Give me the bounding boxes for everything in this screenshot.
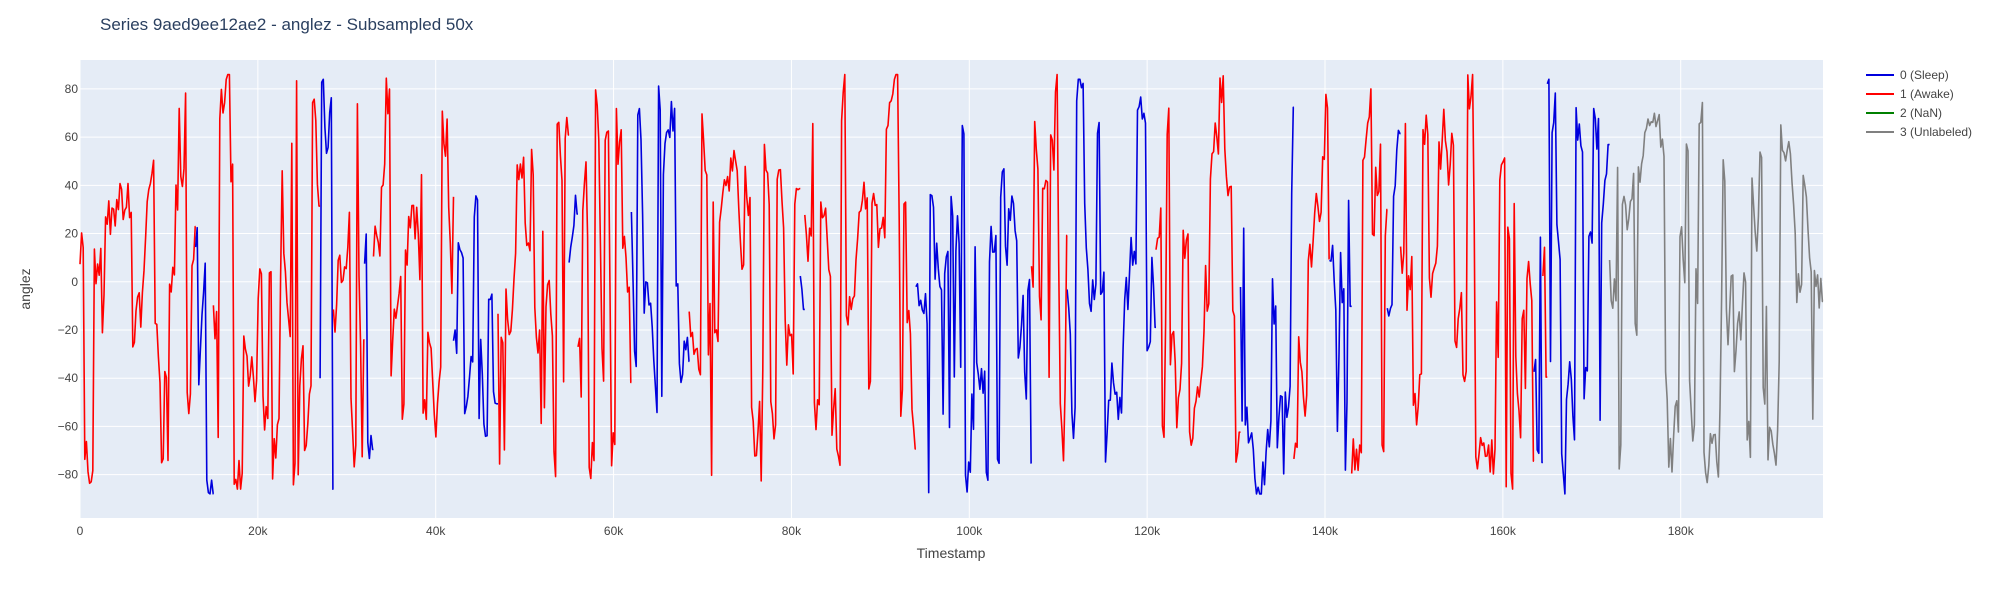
x-tick-label: 80k [782, 524, 802, 538]
series-line [212, 73, 321, 490]
grid-lines [79, 60, 1823, 518]
x-tick-label: 0 [77, 524, 84, 538]
series-line [1399, 73, 1535, 490]
y-axis-ticks: −80 −60 −40 −20 0 20 40 60 80 [58, 82, 79, 482]
y-tick-label: 20 [65, 227, 79, 241]
legend-label: 3 (Unlabeled) [1900, 125, 1972, 139]
x-tick-label: 180k [1668, 524, 1695, 538]
series-line [1386, 129, 1401, 317]
chart-title: Series 9aed9ee12ae2 - anglez - Subsample… [100, 15, 474, 34]
series-line [194, 226, 214, 495]
series-line [1350, 88, 1388, 474]
series-line [1608, 101, 1824, 484]
series-line [363, 233, 374, 460]
series-line [497, 116, 570, 478]
y-tick-label: −40 [58, 371, 79, 385]
series-line [577, 89, 632, 480]
y-tick-label: 0 [71, 275, 78, 289]
series-line [452, 195, 498, 438]
series-line [688, 113, 801, 482]
series-line [1155, 75, 1241, 463]
series-line [1329, 199, 1352, 471]
x-axis-ticks: 0 20k 40k 60k 80k 100k 120k 140k 160k 180k [77, 524, 1695, 538]
x-tick-label: 40k [426, 524, 446, 538]
x-tick-label: 160k [1490, 524, 1517, 538]
series-line [915, 124, 1032, 494]
series-line [79, 92, 196, 485]
series-line [319, 78, 334, 490]
x-tick-label: 20k [248, 524, 268, 538]
series-line [1542, 246, 1548, 378]
series-line [1239, 106, 1295, 495]
series-line [568, 194, 578, 263]
x-tick-label: 60k [604, 524, 624, 538]
series-line [804, 73, 916, 467]
y-tick-label: 60 [65, 130, 79, 144]
series-lines [79, 73, 1824, 495]
series-line [332, 103, 365, 468]
legend-label: 2 (NaN) [1900, 106, 1942, 120]
series-line [1546, 78, 1610, 495]
series-line [630, 85, 690, 414]
series-line [1293, 93, 1330, 459]
y-tick-label: 80 [65, 82, 79, 96]
x-tick-label: 100k [956, 524, 983, 538]
y-tick-label: −60 [58, 419, 79, 433]
y-axis-title: anglez [17, 268, 33, 309]
y-tick-label: −20 [58, 323, 79, 337]
series-line [372, 77, 455, 438]
x-axis-title: Timestamp [917, 545, 986, 561]
legend-label: 0 (Sleep) [1900, 68, 1949, 82]
x-tick-label: 140k [1312, 524, 1339, 538]
series-line [799, 275, 805, 311]
y-tick-label: −80 [58, 468, 79, 482]
x-tick-label: 120k [1134, 524, 1161, 538]
series-line [1533, 236, 1543, 464]
legend: 0 (Sleep) 1 (Awake) 2 (NaN) 3 (Unlabeled) [1866, 68, 1972, 139]
series-line [1066, 78, 1156, 463]
series-line [1030, 73, 1068, 462]
y-tick-label: 40 [65, 178, 79, 192]
legend-label: 1 (Awake) [1900, 87, 1954, 101]
